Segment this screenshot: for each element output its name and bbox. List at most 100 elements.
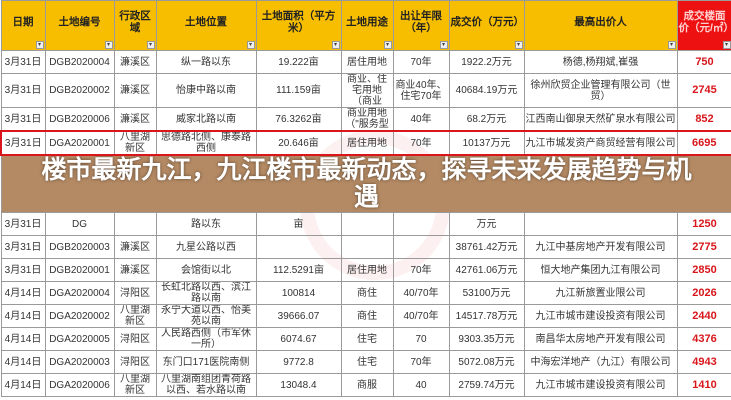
table-cell[interactable]: DGB2020002 (44, 73, 115, 108)
table-cell[interactable]: 40/70年 (392, 304, 450, 328)
table-cell[interactable]: 3月31日 (0, 212, 46, 236)
table-cell[interactable]: 恒大地产集团九江有限公司 (523, 258, 678, 282)
table-cell[interactable]: 2775 (676, 235, 731, 259)
table-cell[interactable]: 852 (676, 107, 731, 132)
table-cell[interactable]: 1922.2万元 (448, 50, 525, 74)
table-cell[interactable]: DGA2020005 (44, 327, 115, 351)
table-cell[interactable]: 居住用地 (340, 50, 394, 74)
table-cell[interactable]: 浔阳区 (113, 327, 157, 351)
table-cell[interactable]: 永宁大道以西、怡美苑以南 (155, 304, 257, 328)
table-cell[interactable]: 6695 (676, 130, 731, 156)
table-cell[interactable]: 38761.42万元 (448, 235, 525, 259)
table-cell[interactable]: 九星公路以西 (155, 235, 257, 259)
table-cell[interactable]: 居住用地 (340, 258, 394, 282)
table-cell[interactable]: 40年 (392, 107, 450, 132)
table-cell[interactable]: DGA2020003 (44, 350, 115, 374)
table-cell[interactable]: 九江市城市建设投资有限公司 (523, 373, 678, 397)
table-cell[interactable]: 八里湖新区 (113, 130, 157, 156)
table-cell[interactable]: 9303.35万元 (448, 327, 525, 351)
table-cell[interactable]: 商服 (340, 373, 394, 397)
table-cell[interactable]: 3月31日 (0, 50, 46, 74)
table-cell[interactable]: 九江中基房地产开发有限公司 (523, 235, 678, 259)
filter-dropdown-icon[interactable]: ▾ (104, 41, 113, 49)
table-cell[interactable] (113, 212, 157, 236)
table-cell[interactable]: 5072.08万元 (448, 350, 525, 374)
table-cell[interactable]: 111.159亩 (255, 73, 342, 108)
table-cell[interactable] (523, 212, 678, 236)
table-cell[interactable]: 40684.19万元 (448, 73, 525, 108)
table-cell[interactable]: 14517.78万元 (448, 304, 525, 328)
table-cell[interactable]: 九江市城市建设投资有限公司 (523, 304, 678, 328)
table-cell[interactable]: 750 (676, 50, 731, 74)
table-cell[interactable]: 商住 (340, 281, 394, 305)
table-cell[interactable]: 70 (392, 327, 450, 351)
table-cell[interactable]: 2759.74万元 (448, 373, 525, 397)
table-cell[interactable]: 9772.8 (255, 350, 342, 374)
table-cell[interactable]: 70年 (392, 258, 450, 282)
table-cell[interactable]: 万元 (448, 212, 525, 236)
table-cell[interactable]: 浔阳区 (113, 350, 157, 374)
table-cell[interactable]: 2440 (676, 304, 731, 328)
table-cell[interactable]: DGA2020002 (44, 304, 115, 328)
table-cell[interactable]: DGB2020001 (44, 258, 115, 282)
table-cell[interactable]: 100814 (255, 281, 342, 305)
table-cell[interactable]: DGB2020004 (44, 50, 115, 74)
table-cell[interactable] (392, 235, 450, 259)
table-cell[interactable]: 3月31日 (0, 235, 46, 259)
filter-dropdown-icon[interactable]: ▾ (35, 41, 44, 49)
table-cell[interactable]: 76.3262亩 (255, 107, 342, 132)
table-cell[interactable]: 南昌华太房地产开发有限公司 (523, 327, 678, 351)
table-cell[interactable]: 纵一路以东 (155, 50, 257, 74)
filter-dropdown-icon[interactable]: ▾ (331, 41, 340, 49)
table-cell[interactable]: 40 (392, 373, 450, 397)
table-cell[interactable]: 威家北路以南 (155, 107, 257, 132)
table-cell[interactable]: 68.2万元 (448, 107, 525, 132)
table-cell[interactable]: 八里湖新区 (113, 304, 157, 328)
table-cell[interactable]: 九江市城发资产商贸经营有限公司 (523, 130, 678, 156)
table-cell[interactable]: 东门口171医院南侧 (155, 350, 257, 374)
table-cell[interactable] (340, 235, 394, 259)
table-cell[interactable] (255, 235, 342, 259)
table-cell[interactable]: 4月14日 (0, 304, 46, 328)
table-cell[interactable]: 濂溪区 (113, 50, 157, 74)
table-cell[interactable]: 70年 (392, 50, 450, 74)
table-cell[interactable]: 居住用地 (340, 130, 394, 156)
table-cell[interactable]: 3月31日 (0, 107, 46, 132)
table-cell[interactable]: 39666.07 (255, 304, 342, 328)
table-cell[interactable]: 4月14日 (0, 373, 46, 397)
table-cell[interactable]: DGA2020004 (44, 281, 115, 305)
table-cell[interactable]: DG (44, 212, 115, 236)
table-cell[interactable]: 人民路西侧（市军休一所） (155, 327, 257, 351)
table-cell[interactable]: DGB2020003 (44, 235, 115, 259)
table-cell[interactable]: 20.646亩 (255, 130, 342, 156)
filter-dropdown-icon[interactable]: ▾ (667, 41, 676, 49)
table-cell[interactable]: 杨德,杨翔斌,崔强 (523, 50, 678, 74)
table-cell[interactable]: 6074.67 (255, 327, 342, 351)
table-cell[interactable]: 濂溪区 (113, 73, 157, 108)
table-cell[interactable]: 4376 (676, 327, 731, 351)
table-cell[interactable]: 浔阳区 (113, 281, 157, 305)
table-cell[interactable]: 3月31日 (0, 258, 46, 282)
table-cell[interactable]: 八里湖南组团青荷路以西、若水路以南 (155, 373, 257, 397)
table-cell[interactable]: 思德路北侧、康泰路西侧 (155, 130, 257, 156)
table-cell[interactable]: 19.222亩 (255, 50, 342, 74)
filter-dropdown-icon[interactable]: ▾ (146, 41, 155, 49)
table-cell[interactable]: 住宅 (340, 327, 394, 351)
table-cell[interactable]: 长虹北路以西、滨江路以南 (155, 281, 257, 305)
table-cell[interactable]: DGA2020006 (44, 373, 115, 397)
table-cell[interactable]: 1410 (676, 373, 731, 397)
table-cell[interactable]: 40/70年 (392, 281, 450, 305)
table-cell[interactable]: DGB2020006 (44, 107, 115, 132)
table-cell[interactable]: 3月31日 (0, 73, 46, 108)
table-cell[interactable]: 2026 (676, 281, 731, 305)
table-cell[interactable]: DGA2020001 (44, 130, 115, 156)
table-cell[interactable]: 10137万元 (448, 130, 525, 156)
table-cell[interactable]: 亩 (255, 212, 342, 236)
table-cell[interactable]: 濂溪区 (113, 235, 157, 259)
table-cell[interactable] (392, 212, 450, 236)
table-cell[interactable]: 70年 (392, 130, 450, 156)
table-cell[interactable]: 商业用地（"服务型 (340, 107, 394, 132)
filter-dropdown-icon[interactable]: ▾ (246, 41, 255, 49)
filter-dropdown-icon[interactable]: ▾ (514, 41, 523, 49)
filter-dropdown-icon[interactable]: ▾ (722, 41, 731, 49)
